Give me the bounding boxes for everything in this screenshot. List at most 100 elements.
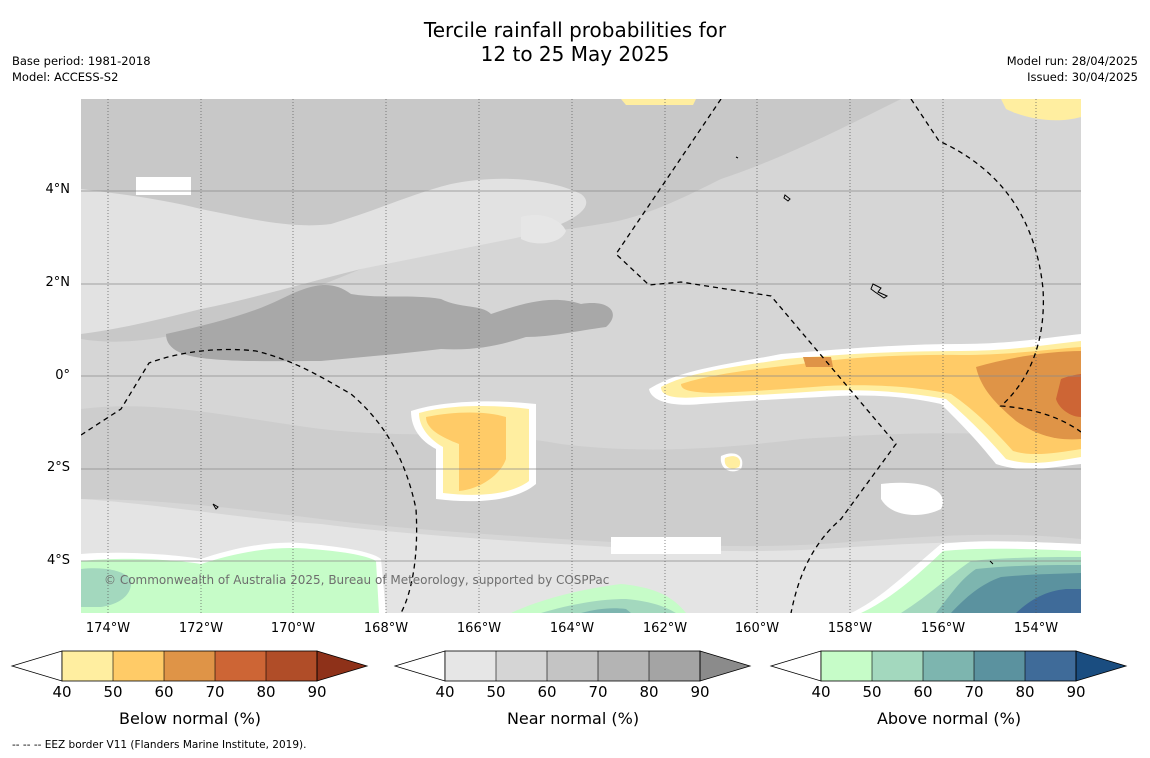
title-line-1: Tercile rainfall probabilities for [423,18,727,42]
below-swatch-60-70 [164,651,215,681]
island-2 [870,283,889,299]
island-1 [783,194,791,202]
above-swatch-80-90 [1025,651,1076,681]
below-swatch-40-50 [62,651,113,681]
light-patch-north-mid [521,214,566,244]
above-tick-90: 90 [1066,683,1086,701]
lon-label-154w: 154°W [1013,621,1059,636]
lat-label-2n: 2°N [45,275,71,290]
lon-label-174w: 174°W [85,621,131,636]
lat-label-4n: 4°N [45,182,71,197]
below-tick-60: 60 [154,683,174,701]
above-tick-80: 80 [1015,683,1035,701]
near-tick-70: 70 [588,683,608,701]
islands [212,156,994,565]
near-normal-label: Near normal (%) [506,709,640,728]
map-canvas [81,99,1081,613]
above-extension-high [1075,650,1128,682]
below-tick-80: 80 [256,683,276,701]
latitude-gridlines [81,190,1081,562]
white-patch-south-east [881,482,943,515]
near-normal-60-band-south [81,406,1081,547]
below-tick-40: 40 [52,683,72,701]
lon-label-160w: 160°W [734,621,780,636]
lon-label-170w: 170°W [270,621,316,636]
lon-label-168w: 168°W [363,621,409,636]
below-normal-60-spot-mid [803,357,833,367]
colorbar-near-normal [393,650,752,682]
meta-right: Model run: 28/04/2025 Issued: 30/04/2025 [1007,53,1138,85]
near-swatch-40-50 [445,651,496,681]
eez-footnote: -- -- -- EEZ border V11 (Flanders Marine… [12,739,307,751]
above-normal-label: Above normal (%) [876,709,1022,728]
lon-label-156w: 156°W [920,621,966,636]
below-swatch-50-60 [113,651,164,681]
white-patch-north [136,177,191,195]
near-swatch-60-70 [547,651,598,681]
above-normal-50-area-mid [541,599,676,613]
above-normal-50-area-west [81,568,132,607]
lat-label-2s: 2°S [46,460,70,475]
title-line-2: 12 to 25 May 2025 [480,42,670,66]
above-swatch-50-60 [872,651,923,681]
above-swatch-40-50 [821,651,872,681]
above-swatch-60-70 [923,651,974,681]
above-normal-60-area-mid [581,608,631,613]
below-extension-high [316,650,369,682]
eez-border-mid [615,99,897,613]
below-normal-patch-top-mid [621,99,696,105]
above-normal-80-area-east [1016,589,1081,613]
near-tick-80: 80 [639,683,659,701]
near-extension-low [393,650,446,682]
below-tick-70: 70 [205,683,225,701]
below-swatch-70-80 [215,651,266,681]
above-extension-low [769,650,822,682]
near-extension-high [699,650,752,682]
below-tick-90: 90 [307,683,327,701]
lon-label-166w: 166°W [456,621,502,636]
eez-border-west [81,348,418,613]
lon-label-162w: 162°W [642,621,688,636]
issued-text: Issued: 30/04/2025 [1027,70,1138,84]
above-tick-70: 70 [964,683,984,701]
below-normal-patch-top-east [1001,99,1081,121]
colorbar-above-normal [769,650,1128,682]
below-normal-label: Below normal (%) [118,709,262,728]
model-text: Model: ACCESS-S2 [12,70,119,84]
near-swatch-50-60 [496,651,547,681]
above-tick-50: 50 [862,683,882,701]
above-tick-60: 60 [913,683,933,701]
copyright-text: © Commonwealth of Australia 2025, Bureau… [104,573,610,587]
below-normal-spot [724,456,741,469]
below-normal-50-area-mid [426,412,506,491]
rainfall-probability-map: © Commonwealth of Australia 2025, Bureau… [81,99,1081,613]
near-swatch-80-90 [649,651,700,681]
eez-borders [81,99,1081,613]
lon-label-172w: 172°W [178,621,224,636]
map-title: Tercile rainfall probabilities for 12 to… [0,18,1150,66]
near-normal-40-band-north [81,178,587,334]
island-4 [735,156,739,159]
base-period-text: Base period: 1981-2018 [12,54,151,68]
below-extension-low [10,650,63,682]
near-swatch-70-80 [598,651,649,681]
below-normal-70-area-east [1056,374,1081,417]
near-tick-60: 60 [537,683,557,701]
eez-border-east [910,99,1081,433]
near-tick-90: 90 [690,683,710,701]
near-tick-40: 40 [435,683,455,701]
near-normal-70-band [166,284,613,362]
lat-label-4s: 4°S [46,553,70,568]
lat-label-0: 0° [55,368,70,383]
near-tick-50: 50 [486,683,506,701]
above-normal-40-area-west [81,548,379,613]
below-tick-50: 50 [103,683,123,701]
below-swatch-80-90 [266,651,317,681]
meta-left: Base period: 1981-2018 Model: ACCESS-S2 [12,53,151,85]
above-tick-40: 40 [811,683,831,701]
white-patch-south-mid [611,537,721,554]
island-5 [989,560,994,565]
island-3 [212,503,219,510]
colorbars [10,650,1128,682]
colorbar-below-normal [10,650,369,682]
